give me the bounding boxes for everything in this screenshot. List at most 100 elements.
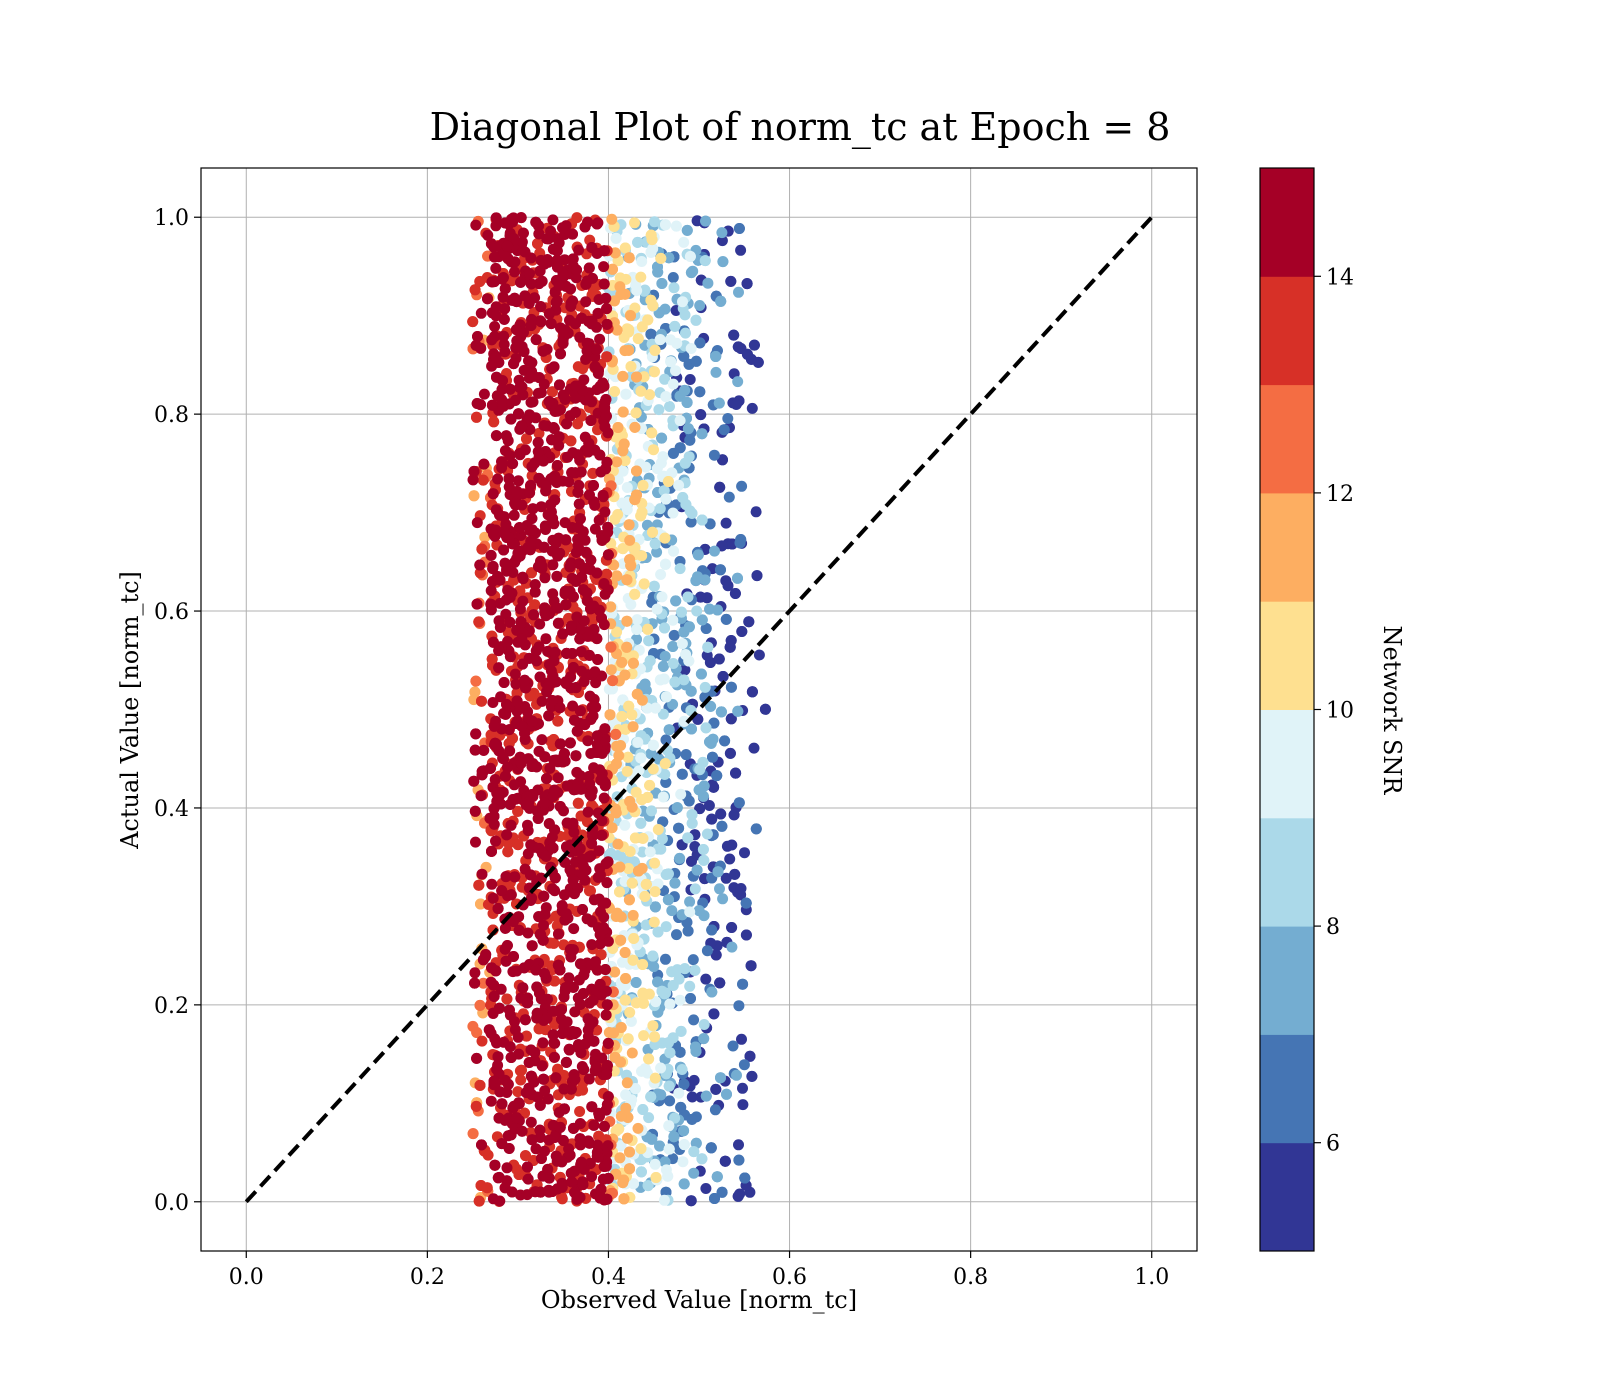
data-point (692, 549, 704, 561)
data-point (586, 838, 598, 849)
data-point (482, 293, 493, 305)
data-point (693, 905, 705, 917)
data-point (700, 722, 712, 734)
data-point (730, 398, 742, 410)
data-point (690, 1137, 702, 1149)
data-point (643, 1053, 655, 1065)
data-point (710, 949, 722, 961)
data-point (620, 973, 632, 984)
data-point (642, 314, 654, 326)
data-point (712, 866, 724, 878)
data-point (612, 422, 624, 433)
data-point (508, 294, 520, 306)
data-point (501, 1087, 513, 1098)
data-point (759, 703, 771, 715)
data-point (469, 805, 481, 817)
data-point (705, 700, 717, 712)
data-point (674, 415, 686, 427)
data-point (543, 818, 555, 830)
data-point (474, 999, 486, 1011)
data-point (729, 868, 741, 880)
data-point (636, 1065, 647, 1077)
data-point (639, 284, 651, 296)
data-point (548, 1037, 560, 1049)
data-point (582, 735, 594, 747)
data-point (521, 433, 532, 445)
data-point (664, 998, 676, 1010)
data-point (666, 467, 678, 479)
data-point (698, 1019, 710, 1030)
data-point (741, 278, 753, 290)
data-point (609, 803, 621, 815)
data-point (591, 1146, 603, 1158)
data-point (570, 750, 582, 762)
data-point (516, 499, 528, 511)
data-point (469, 967, 481, 979)
data-point (685, 1195, 697, 1207)
data-point (610, 758, 622, 770)
data-point (519, 863, 531, 875)
data-point (621, 574, 633, 586)
data-point (637, 959, 649, 970)
data-point (475, 307, 487, 319)
data-point (645, 1091, 657, 1103)
data-point (649, 1158, 661, 1170)
data-point (630, 997, 642, 1009)
data-point (646, 1133, 658, 1145)
data-point (678, 1178, 690, 1190)
data-point (592, 307, 604, 319)
data-point (505, 819, 517, 831)
data-point (682, 423, 694, 435)
data-point (584, 885, 596, 897)
data-point (566, 648, 578, 659)
data-point (533, 745, 545, 757)
data-point (675, 788, 687, 800)
data-point (471, 398, 483, 409)
data-point (647, 1020, 659, 1032)
data-point (597, 924, 609, 936)
data-point (531, 761, 543, 773)
data-point (596, 815, 608, 827)
data-point (679, 384, 691, 396)
data-point (538, 1073, 549, 1085)
data-point (593, 1110, 605, 1122)
data-point (707, 733, 719, 745)
data-point (489, 321, 501, 332)
data-point (611, 324, 623, 336)
data-point (559, 517, 571, 529)
data-point (577, 363, 589, 375)
data-point (511, 1112, 523, 1124)
data-point (722, 580, 734, 592)
data-point (668, 545, 679, 557)
data-point (695, 409, 707, 421)
data-point (708, 1008, 720, 1020)
data-point (739, 847, 750, 859)
data-point (519, 290, 531, 302)
data-point (632, 236, 644, 248)
data-point (609, 966, 621, 978)
data-point (660, 691, 672, 703)
data-point (665, 356, 677, 368)
data-point (621, 482, 633, 493)
data-point (619, 288, 631, 300)
data-point (619, 947, 631, 958)
data-point (586, 1101, 598, 1113)
data-point (656, 278, 668, 289)
data-point (658, 485, 670, 497)
data-point (733, 1139, 744, 1151)
data-point (534, 1124, 546, 1136)
data-point (688, 1167, 700, 1179)
data-point (632, 333, 644, 345)
data-point (536, 734, 548, 746)
data-point (490, 430, 502, 442)
data-point (664, 1047, 676, 1059)
data-point (546, 434, 558, 446)
data-point (595, 466, 607, 478)
data-point (623, 894, 635, 906)
data-point (631, 688, 643, 700)
data-point (611, 570, 623, 582)
data-point (492, 1059, 504, 1071)
data-point (496, 885, 508, 897)
data-point (726, 922, 738, 933)
data-point (609, 386, 621, 397)
